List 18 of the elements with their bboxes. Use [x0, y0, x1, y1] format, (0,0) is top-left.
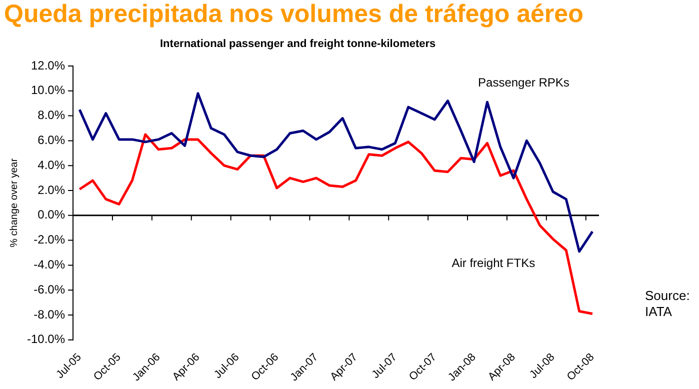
y-tick-label: 0.0%: [38, 208, 66, 222]
source-note: Source: IATA: [645, 288, 690, 320]
y-tick-label: 12.0%: [30, 58, 66, 72]
y-tick-label: -6.0%: [34, 282, 66, 296]
y-tick-label: -4.0%: [34, 258, 66, 272]
y-tick-label: 10.0%: [30, 83, 66, 98]
series-label: Passenger RPKs: [478, 75, 570, 90]
y-tick-label: 4.0%: [38, 158, 66, 172]
y-tick-label: 2.0%: [38, 182, 66, 197]
y-tick-label: 6.0%: [38, 133, 66, 148]
chart-title: Queda precipitada nos volumes de tráfego aéreo: [4, 0, 584, 29]
y-tick-label: -10.0%: [26, 332, 66, 346]
y-tick-label: 8.0%: [38, 108, 66, 122]
y-tick-label: -8.0%: [34, 307, 66, 322]
y-axis-title: % change over year: [8, 158, 20, 248]
chart-subtitle: International passenger and freight tonne-kilometers: [160, 38, 436, 50]
text: Air freight FTKs: [452, 256, 536, 270]
y-tick-label: -2.0%: [34, 232, 66, 247]
